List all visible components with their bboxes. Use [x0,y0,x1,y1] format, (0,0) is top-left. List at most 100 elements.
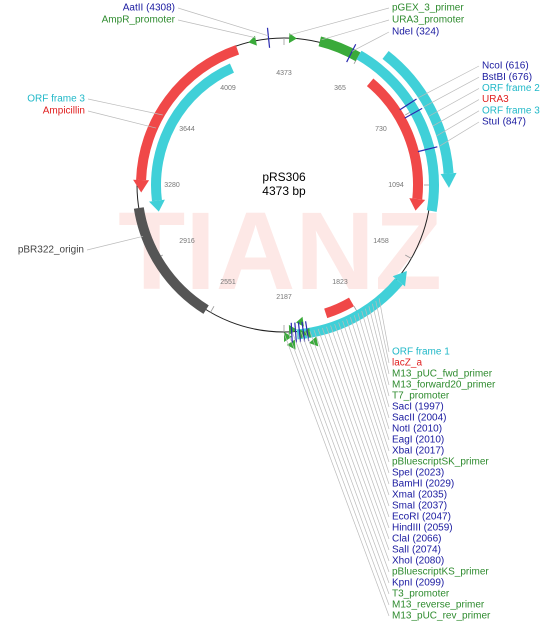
feature-label: pBR322_origin [18,245,84,256]
feature-label: URA3_promoter [392,15,465,26]
leader-line [86,235,144,251]
site-mark [290,322,293,343]
leader-line [305,331,390,562]
tick-label: 730 [375,126,387,133]
feature-label: ClaI (2066) [392,534,441,545]
labels: AatII (4308)AmpR_promoterpGEX_3_primerUR… [18,3,540,622]
site-mark [404,107,423,119]
feature-arrow [409,198,426,211]
feature-label: pBluescriptKS_primer [392,567,489,578]
feature-label: M13_forward20_primer [392,380,496,391]
leader-line [357,313,390,419]
feature-arrow [248,35,257,46]
tick-label: 1823 [332,279,348,286]
leader-line [375,301,390,364]
feature-label: NdeI (324) [392,27,439,38]
leader-line [378,298,390,353]
leader-line [346,319,390,452]
feature-arc [382,51,454,174]
feature-label: ORF frame 3 [482,105,540,116]
feature-label: SmaI (2037) [392,501,447,512]
leader-line [350,317,390,441]
feature-label: BamHI (2029) [392,479,454,490]
feature-label: ORF frame 2 [482,83,540,94]
plasmid-length: 4373 bp [262,184,306,198]
site-mark [301,321,306,342]
feature-label: pBluescriptSK_primer [392,457,489,468]
feature-arrow [288,33,297,44]
feature-label: lacZ_a [392,358,422,369]
site-mark [417,146,438,153]
feature-label: XhoI (2080) [392,556,444,567]
feature-arrow [302,327,311,338]
feature-label: pGEX_3_primer [392,3,464,14]
feature-arc [366,78,423,200]
feature-arc [324,297,354,319]
leader-line [432,99,480,127]
feature-label: SacII (2004) [392,413,446,424]
feature-label: StuI (847) [482,117,526,128]
feature-label: ORF frame 3 [27,94,85,105]
feature-label: SpeI (2023) [392,468,444,479]
tick-label: 2916 [179,238,195,245]
feature-label: BstBI (676) [482,72,532,83]
tick-mark [405,254,412,259]
leader-line [428,88,480,117]
site-mark [266,27,271,48]
feature-label: EcoRI (2047) [392,512,451,523]
feature-label: NcoI (616) [482,61,529,72]
tick-label: 4373 [276,70,292,77]
tick-label: 3644 [179,126,195,133]
site-mark [304,321,310,342]
feature-arc [136,45,240,181]
leader-line [439,121,480,147]
leader-line [296,332,390,584]
feature-arrow [440,172,457,188]
feature-arc [151,63,234,202]
feature-arc [133,207,209,314]
leader-line [321,327,390,518]
features: 4373 365 730 1094 1458 1823 2187 2551 2916 3280 36… [133,27,457,350]
leader-line [436,110,480,137]
feature-label: NotI (2010) [392,424,442,435]
feature-label: T3_promoter [392,589,450,600]
leader-line [351,31,390,52]
leader-line [423,76,480,108]
leader-line [317,328,390,529]
feature-arrow [149,199,165,212]
feature-label: XmaI (2035) [392,490,447,501]
site-mark [297,322,302,343]
leader-line [418,65,480,99]
feature-label: M13_pUC_rev_primer [392,611,491,622]
site-mark [294,322,297,343]
feature-label: M13_reverse_primer [392,600,485,611]
leader-line [287,332,390,606]
tick-label: 365 [334,85,346,92]
leader-line [372,303,390,375]
leader-line [313,329,390,540]
leader-line [353,315,390,430]
site-mark [399,98,417,111]
feature-arc [318,36,361,62]
tick-label: 4009 [220,85,236,92]
leader-line [177,19,256,39]
feature-arrow [284,332,292,342]
feature-label: Ampicillin [43,106,85,117]
feature-label: SacI (1997) [392,402,444,413]
feature-label: AatII (4308) [123,3,175,14]
feature-arc [356,50,439,212]
leader-line [326,326,390,507]
leader-line [334,323,390,485]
leader-line [283,332,390,617]
leader-line [368,306,390,386]
leader-line [289,7,390,36]
leader-line [177,7,269,37]
feature-arrow [288,324,297,335]
tick-label: 1458 [373,238,389,245]
feature-label: EagI (2010) [392,435,444,446]
feature-label: SalI (2074) [392,545,441,556]
leader-line [87,98,163,116]
tick-label: 1094 [388,182,404,189]
feature-arrow [133,179,150,193]
